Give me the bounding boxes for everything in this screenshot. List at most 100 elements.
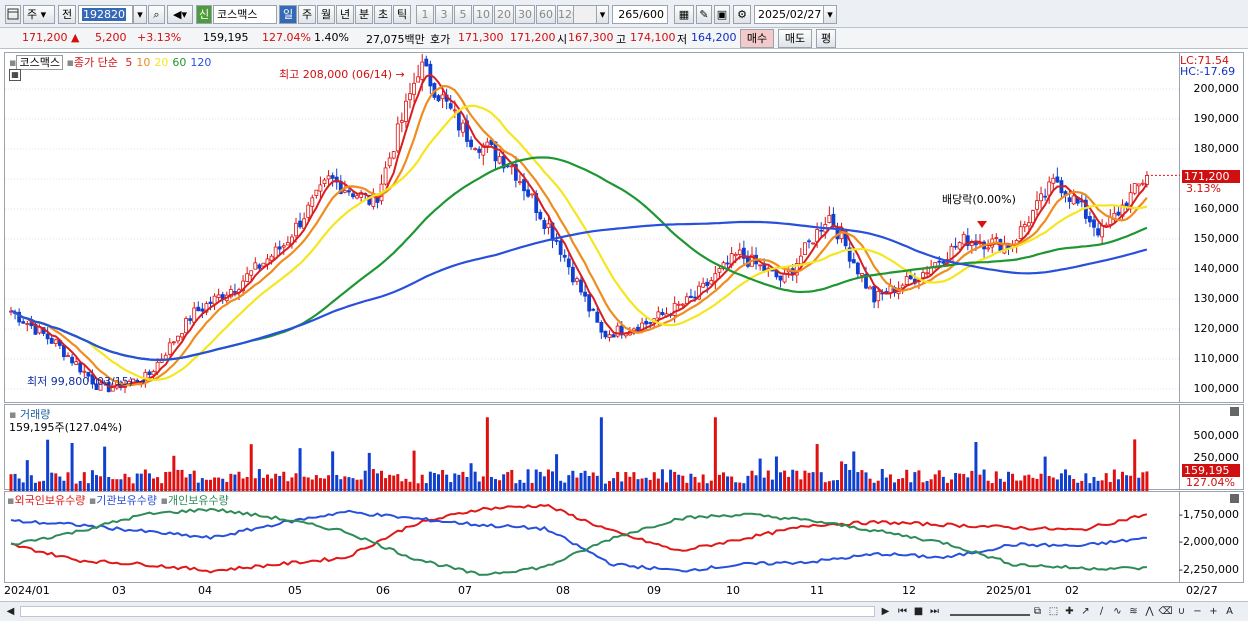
draw-tool-icon[interactable]: ✎ [696,5,712,24]
count-button-3[interactable]: 3 [435,5,453,24]
volume-bar [677,474,681,491]
magnet-icon[interactable]: ∪ [1177,606,1186,617]
chart-scrollbar[interactable]: ◀ ▶ ⏮ ■ ⏭ ⧉ ⬚ ✚ ↗ ∕ ∿ ≋ ⋀ ⌫ ∪ − + A [0,601,1248,621]
tab-일[interactable]: 일 [279,5,297,24]
tab-초[interactable]: 초 [374,5,392,24]
zoom-area-icon[interactable]: ⬚ [1048,606,1059,617]
volume-bar [868,478,872,491]
eval-button[interactable]: 평 [816,29,836,48]
plus-icon[interactable]: + [1209,606,1218,617]
candle-body [347,190,351,193]
trend-tool-icon[interactable]: ↗ [1081,606,1090,617]
candle-body [70,356,74,364]
forward-icon[interactable]: ⏭ [930,606,939,617]
count-button-30[interactable]: 30 [515,5,535,24]
tab-주[interactable]: 주 [298,5,316,24]
holdings-pane[interactable]: ▪외국인보유수량 ▪기관보유수량 ▪개인보유수량 [4,491,1180,583]
tab-분[interactable]: 분 [355,5,373,24]
volume-scale[interactable]: 500,000 250,000 159,195 127.04% [1180,404,1244,490]
count-button-5[interactable]: 5 [454,5,472,24]
volume-bar [1080,480,1084,491]
date-picker-icon[interactable]: ▾ [823,5,837,24]
buy-button[interactable]: 매수 [740,29,774,48]
volume-bar [253,478,257,491]
gear-icon[interactable]: ⚙ [733,5,751,24]
window-icon[interactable] [5,5,21,24]
volume-bar [437,474,440,491]
volume-bar [571,470,575,491]
volume-bar [681,475,685,491]
sell-button[interactable]: 매도 [778,29,812,48]
low-label: 저 [677,33,688,46]
table-icon[interactable]: ▦ [9,69,21,81]
line-tool-icon[interactable]: ∕ [1099,606,1104,617]
volume-bar [428,471,432,491]
minus-icon[interactable]: − [1193,606,1202,617]
tab-월[interactable]: 월 [317,5,335,24]
volume-bar [1084,473,1088,491]
volume-bar [318,478,322,491]
crosshair-icon[interactable]: ✚ [1065,606,1074,617]
low-note: 최저 99,800 (03/15) → [27,375,146,388]
tab-틱[interactable]: 틱 [393,5,411,24]
volume-bar [506,472,510,491]
volume-bar [82,472,86,491]
volume-bar [730,476,734,491]
count-button-60[interactable]: 60 [536,5,556,24]
candle-body [497,156,502,164]
stop-icon[interactable]: ■ [913,606,924,617]
fib-tool-icon[interactable]: ≋ [1129,606,1138,617]
eraser-icon[interactable]: ⌫ [1158,606,1173,617]
zoom-slider[interactable] [950,607,1030,616]
volume-bar [245,477,249,491]
code-dropdown-icon[interactable]: ▾ [133,5,147,24]
wave-tool-icon[interactable]: ∿ [1113,606,1122,617]
save-icon[interactable]: ▣ [714,5,730,24]
pane-close-icon[interactable] [1230,407,1239,416]
volume-bar [1121,471,1124,491]
holdings-scale[interactable]: -1,750,000 -2,000,000 -2,250,000 [1179,491,1244,583]
scroll-track[interactable] [20,606,875,617]
text-tool-icon[interactable]: A [1226,606,1233,617]
scroll-right-icon[interactable]: ▶ [881,606,890,617]
count-button-1[interactable]: 1 [416,5,434,24]
view-count[interactable]: 265/600 [612,5,668,24]
volume-bar [783,470,787,491]
zoom-fit-icon[interactable]: ⧉ [1033,606,1042,617]
volume-bar [103,446,107,491]
count-button-10[interactable]: 10 [473,5,493,24]
code-input[interactable]: 192820 [78,5,133,24]
volume-bar [856,472,860,491]
volume-bar [1064,469,1067,491]
volume-pane[interactable]: ▪ 거래량 159,195주(127.04%) [4,404,1180,491]
pane-close-icon[interactable] [1230,494,1239,503]
price-pane[interactable]: ▪ 코스맥스 ▪종가 단순 5 10 20 60 120 ▦ 최고 208,000 (06… [4,52,1181,403]
candle-body [811,242,815,245]
rewind-icon[interactable]: ⏮ [898,606,907,617]
tab-년[interactable]: 년 [336,5,354,24]
count-button-20[interactable]: 20 [494,5,514,24]
volume-bar [441,470,445,491]
volume-bar [624,472,628,491]
candle-body [994,237,999,239]
candle-body [855,262,860,275]
period-type-select[interactable]: 주 ▾ [23,5,55,24]
chart-settings-icon[interactable]: ▦ [674,5,694,24]
volume-bar [1039,473,1043,491]
volume-bar [270,478,274,491]
custom-count-dropdown-icon[interactable]: ▾ [596,5,609,24]
scroll-left-icon[interactable]: ◀ [6,606,15,617]
price-scale[interactable]: LC:71.54 HC:-17.69 200,000 190,000 180,000… [1180,52,1244,403]
volume-bar [717,474,721,491]
date-input[interactable]: 2025/02/27 [754,5,824,24]
search-icon[interactable]: ⌕ [148,5,165,24]
speaker-icon[interactable]: ◀▾ [167,5,193,24]
candle-body [937,260,942,263]
volume-bar [424,483,428,491]
pattern-tool-icon[interactable]: ⋀ [1145,606,1154,617]
volume-bar [913,472,917,491]
candle-body [241,280,245,292]
candle-body [306,204,311,218]
volume-bar [742,483,746,491]
market-button[interactable]: 전 [58,5,76,24]
